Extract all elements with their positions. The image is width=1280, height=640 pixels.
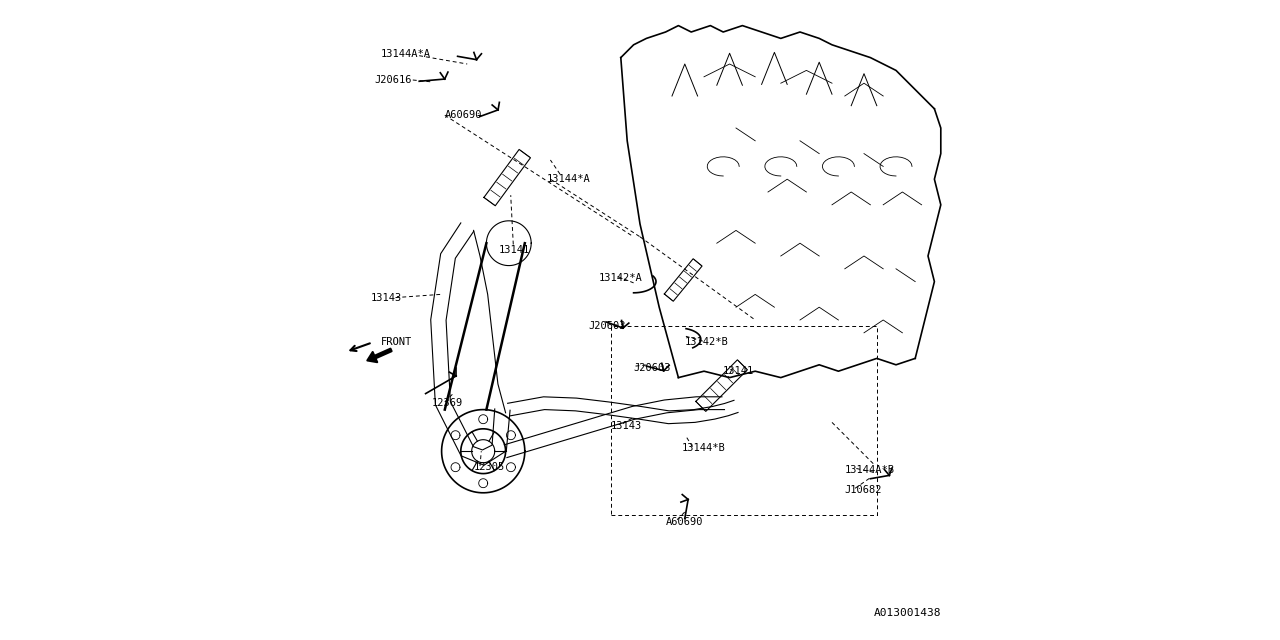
Text: J10682: J10682 xyxy=(845,484,882,495)
Text: FRONT: FRONT xyxy=(381,337,412,348)
Text: 12369: 12369 xyxy=(433,398,463,408)
Text: 13141: 13141 xyxy=(499,244,530,255)
Text: A60690: A60690 xyxy=(445,110,483,120)
Text: 13144A*A: 13144A*A xyxy=(381,49,431,60)
Text: 13144*B: 13144*B xyxy=(681,443,726,453)
FancyArrowPatch shape xyxy=(367,349,392,362)
Text: 13141: 13141 xyxy=(723,366,754,376)
Text: J20616: J20616 xyxy=(374,75,412,85)
Text: 13144A*B: 13144A*B xyxy=(845,465,895,476)
Text: J20603: J20603 xyxy=(589,321,626,332)
Text: 13142*B: 13142*B xyxy=(685,337,728,348)
Text: 13144*A: 13144*A xyxy=(548,174,591,184)
Text: 13142*A: 13142*A xyxy=(599,273,643,284)
Text: 12305: 12305 xyxy=(474,462,504,472)
Text: A013001438: A013001438 xyxy=(873,607,941,618)
Text: 13143: 13143 xyxy=(612,420,643,431)
Text: J20603: J20603 xyxy=(634,363,671,373)
Text: A60690: A60690 xyxy=(666,516,703,527)
Text: 13143: 13143 xyxy=(371,292,402,303)
